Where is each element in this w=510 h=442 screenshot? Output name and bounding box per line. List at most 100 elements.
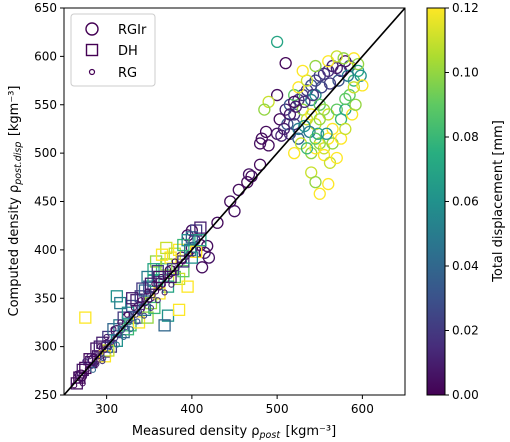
data-point-rg-58 (168, 281, 175, 288)
colorbar-tick-label-0.12: 0.12 (452, 1, 479, 15)
data-point-rg-47 (130, 304, 137, 311)
data-point-dh-26 (194, 221, 207, 234)
data-point-dh-57 (155, 248, 169, 261)
data-point-rg-64 (73, 370, 80, 377)
data-point-rgir-14 (202, 251, 216, 264)
y-tick-label-350: 350 (34, 291, 57, 305)
data-point-rgir-105 (309, 175, 322, 189)
data-point-rgir-111 (296, 64, 309, 78)
x-axis-label: Measured density ρpost [kgm⁻³] (132, 424, 336, 441)
data-point-dh-23 (181, 234, 194, 247)
data-point-rg-62 (93, 360, 100, 368)
data-point-rg-37 (96, 343, 103, 350)
colorbar-label: Total displacement [mm] (491, 120, 506, 283)
data-point-rg-42 (113, 341, 120, 348)
data-point-rgir-119 (315, 81, 328, 94)
legend-label-rgir: RGIr (118, 23, 147, 38)
data-point-rg-41 (110, 326, 117, 333)
data-point-rg-16 (125, 319, 132, 326)
data-point-dh-22 (177, 238, 190, 252)
data-point-rgir-22 (228, 205, 241, 218)
x-axis: 300 400 500 600 (95, 395, 374, 416)
data-point-rgir-126 (339, 92, 352, 106)
legend-marker-rg (88, 68, 96, 76)
data-point-rgir-78 (277, 122, 291, 136)
data-point-dh-56 (160, 241, 173, 255)
data-point-rg-17 (129, 315, 136, 322)
y-axis: 250 300 350 400 450 500 550 600 650 (34, 1, 64, 402)
legend-label-dh: DH (118, 44, 138, 59)
data-point-rgir-21 (211, 216, 224, 229)
data-point-rgir-19 (195, 261, 209, 274)
x-tick-label-400: 400 (180, 402, 203, 416)
data-point-rg-43 (117, 319, 124, 326)
data-point-rg-48 (134, 318, 141, 325)
colorbar-tick-label-0.08: 0.08 (452, 130, 479, 144)
data-point-rgir-93 (349, 98, 362, 111)
data-point-rgir-117 (332, 74, 345, 87)
y-tick-label-300: 300 (34, 340, 57, 354)
data-point-rgir-104 (313, 187, 326, 200)
y-tick-label-450: 450 (34, 195, 57, 209)
legend-marker-rgir (85, 22, 99, 36)
data-point-rg-55 (158, 273, 165, 281)
data-point-dh-43 (79, 311, 92, 324)
data-point-rg-56 (161, 289, 168, 296)
data-point-rgir-107 (258, 103, 271, 116)
data-point-rgir-123 (283, 108, 297, 121)
data-point-rg-39 (103, 333, 110, 341)
data-point-rg-38 (100, 355, 107, 362)
data-point-rgir-82 (317, 148, 331, 162)
colorbar-ticks: 0.00 0.02 0.04 0.06 0.08 0.10 0.12 (445, 1, 479, 402)
data-point-rgir-98 (351, 57, 365, 71)
data-point-rgir-115 (337, 52, 350, 65)
data-point-rg-60 (82, 358, 89, 365)
data-point-rg-53 (151, 280, 158, 287)
y-tick-label-650: 650 (34, 1, 57, 15)
data-point-rg-49 (137, 297, 144, 304)
data-point-rgir-114 (330, 50, 343, 63)
colorbar-tick-label-0.10: 0.10 (452, 66, 479, 80)
data-point-rg-65 (79, 380, 86, 387)
data-point-rg-27 (163, 276, 170, 283)
data-point-rgir-120 (306, 88, 320, 102)
legend-box (70, 13, 156, 87)
legend: RGIr DH RG (70, 13, 156, 87)
data-point-rg-30 (173, 265, 180, 272)
y-tick-label-550: 550 (34, 98, 57, 112)
data-point-rgir-100 (356, 79, 369, 92)
data-point-rg-59 (171, 258, 178, 265)
data-point-rg-11 (108, 338, 115, 345)
data-point-rgir-26 (253, 158, 267, 171)
data-point-rg-46 (127, 326, 134, 333)
data-point-rgir-89 (320, 127, 333, 140)
data-point-rg-35 (86, 353, 93, 360)
data-point-rgir-99 (354, 69, 367, 82)
data-point-rg-63 (99, 358, 106, 365)
y-tick-label-600: 600 (34, 49, 57, 63)
data-point-rg-54 (154, 297, 161, 304)
data-point-rg-36 (89, 366, 97, 373)
legend-label-rg: RG (118, 66, 137, 81)
data-point-rgir-84 (330, 151, 343, 165)
data-point-rg-20 (139, 303, 146, 311)
data-point-rgir-124 (288, 95, 301, 108)
identity-line (64, 8, 405, 395)
data-point-rg-44 (120, 333, 127, 341)
data-point-rgir-101 (288, 146, 301, 160)
data-point-rgir-91 (339, 122, 352, 136)
x-tick-label-300: 300 (95, 402, 118, 416)
data-point-rg-23 (149, 292, 156, 299)
colorbar-tick-label-0.06: 0.06 (452, 195, 479, 209)
data-point-rgir-29 (255, 132, 268, 145)
data-point-rg-52 (147, 304, 155, 311)
data-point-rg-50 (141, 312, 148, 319)
data-point-dh-49 (158, 319, 171, 332)
data-point-dh-45 (110, 290, 124, 303)
data-point-dh-46 (114, 296, 127, 310)
data-point-rgir-112 (309, 59, 322, 73)
x-tick-label-500: 500 (266, 402, 289, 416)
colorbar-gradient (426, 7, 446, 396)
y-tick-label-500: 500 (34, 146, 57, 160)
